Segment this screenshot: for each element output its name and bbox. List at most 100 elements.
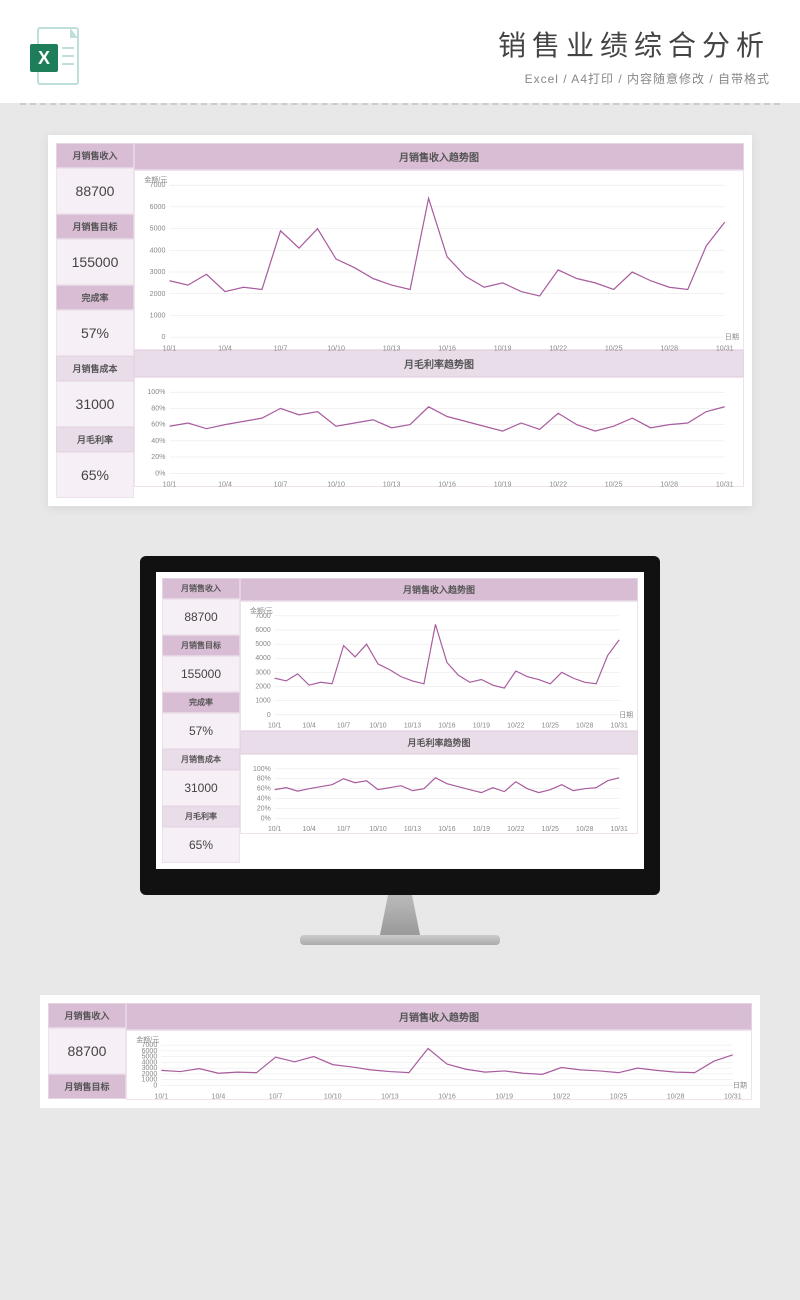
svg-text:10/31: 10/31 [724, 1093, 742, 1100]
svg-text:10/16: 10/16 [438, 1093, 456, 1100]
svg-text:6000: 6000 [150, 203, 166, 211]
svg-text:1000: 1000 [150, 311, 166, 319]
svg-text:10/13: 10/13 [404, 826, 421, 833]
monthly-target-value: 155000 [56, 239, 134, 285]
dashboard-monitor: 月销售收入88700月销售目标155000完成率57%月销售成本31000月毛利… [162, 578, 638, 863]
svg-text:10/25: 10/25 [542, 826, 559, 833]
svg-text:0: 0 [161, 333, 165, 341]
svg-text:20%: 20% [151, 453, 166, 461]
svg-text:10/13: 10/13 [383, 344, 401, 352]
svg-text:10/13: 10/13 [404, 723, 421, 730]
svg-text:10/10: 10/10 [327, 480, 345, 488]
svg-text:10/7: 10/7 [337, 723, 351, 730]
svg-text:10/31: 10/31 [611, 723, 628, 730]
dashboard-preview-card: 月销售收入88700月销售目标155000完成率57%月销售成本31000月毛利… [48, 135, 752, 506]
header-divider [20, 103, 780, 105]
completion-rate-label: 完成率 [162, 692, 240, 713]
svg-text:10/25: 10/25 [605, 344, 623, 352]
svg-text:10/28: 10/28 [576, 826, 593, 833]
svg-text:3000: 3000 [255, 669, 271, 676]
svg-text:10/13: 10/13 [381, 1093, 399, 1100]
chart2-title: 月毛利率趋势图 [134, 350, 744, 377]
monthly-revenue-label: 月销售收入 [162, 578, 240, 599]
svg-text:2000: 2000 [255, 684, 271, 691]
chart1-title: 月销售收入趋势图 [126, 1003, 752, 1030]
page-subtitle: Excel / A4打印 / 内容随意修改 / 自带格式 [98, 70, 770, 87]
gross-margin-label: 月毛利率 [56, 427, 134, 452]
gross-margin-label: 月毛利率 [162, 806, 240, 827]
svg-text:4000: 4000 [255, 655, 271, 662]
svg-text:10/7: 10/7 [337, 826, 351, 833]
completion-rate-label: 完成率 [56, 285, 134, 310]
monthly-target-label: 月销售目标 [56, 214, 134, 239]
metrics-sidebar: 月销售收入88700月销售目标155000完成率57%月销售成本31000月毛利… [56, 143, 134, 498]
gross-margin-value: 65% [56, 452, 134, 498]
svg-text:10/1: 10/1 [268, 826, 282, 833]
svg-text:10/7: 10/7 [274, 344, 288, 352]
svg-text:10/22: 10/22 [553, 1093, 571, 1100]
monthly-cost-value: 31000 [56, 381, 134, 427]
svg-text:6000: 6000 [255, 627, 271, 634]
dashboard-preview-cropped: 月销售收入88700月销售目标月销售收入趋势图01000200030004000… [40, 995, 760, 1108]
svg-text:40%: 40% [151, 437, 166, 445]
svg-text:10/16: 10/16 [438, 826, 455, 833]
excel-icon: X [30, 26, 80, 86]
chart1-title: 月销售收入趋势图 [240, 578, 638, 601]
svg-text:1000: 1000 [255, 698, 271, 705]
chart1-body: 0100020003000400050006000700010/110/410/… [126, 1030, 752, 1100]
svg-text:5000: 5000 [255, 641, 271, 648]
svg-text:10/16: 10/16 [438, 723, 455, 730]
svg-text:10/10: 10/10 [324, 1093, 342, 1100]
svg-text:5000: 5000 [150, 225, 166, 233]
svg-text:10/25: 10/25 [610, 1093, 628, 1100]
svg-text:日期: 日期 [619, 711, 633, 719]
page-header: X 销售业绩综合分析 Excel / A4打印 / 内容随意修改 / 自带格式 [0, 0, 800, 103]
metrics-sidebar: 月销售收入88700月销售目标155000完成率57%月销售成本31000月毛利… [162, 578, 240, 863]
svg-text:10/28: 10/28 [660, 480, 678, 488]
svg-text:10/4: 10/4 [218, 480, 232, 488]
svg-text:10/10: 10/10 [369, 723, 386, 730]
monthly-target-value: 155000 [162, 656, 240, 692]
svg-text:10/1: 10/1 [163, 344, 177, 352]
svg-text:10/22: 10/22 [549, 344, 567, 352]
svg-text:10/22: 10/22 [507, 826, 524, 833]
svg-text:0: 0 [267, 712, 271, 719]
svg-text:100%: 100% [147, 388, 166, 396]
svg-text:10/10: 10/10 [327, 344, 345, 352]
svg-text:10/31: 10/31 [716, 344, 734, 352]
charts-area: 月销售收入趋势图0100020003000400050006000700010/… [134, 143, 744, 498]
monthly-cost-label: 月销售成本 [56, 356, 134, 381]
monthly-revenue-value: 88700 [48, 1028, 126, 1074]
svg-text:10/16: 10/16 [438, 480, 456, 488]
monthly-target-label: 月销售目标 [48, 1074, 126, 1099]
completion-rate-value: 57% [162, 713, 240, 749]
svg-text:10/19: 10/19 [494, 480, 512, 488]
chart1-title: 月销售收入趋势图 [134, 143, 744, 170]
svg-text:10/4: 10/4 [212, 1093, 226, 1100]
charts-area: 月销售收入趋势图0100020003000400050006000700010/… [240, 578, 638, 863]
svg-text:4000: 4000 [150, 246, 166, 254]
svg-text:0%: 0% [261, 815, 271, 822]
monthly-cost-label: 月销售成本 [162, 749, 240, 770]
monthly-target-label: 月销售目标 [162, 635, 240, 656]
svg-text:10/28: 10/28 [660, 344, 678, 352]
svg-text:10/4: 10/4 [302, 826, 316, 833]
svg-text:10/28: 10/28 [576, 723, 593, 730]
page-title: 销售业绩综合分析 [98, 24, 770, 64]
svg-text:10/13: 10/13 [383, 480, 401, 488]
monthly-revenue-label: 月销售收入 [56, 143, 134, 168]
svg-text:10/19: 10/19 [495, 1093, 513, 1100]
svg-text:80%: 80% [257, 776, 271, 783]
svg-text:10/25: 10/25 [605, 480, 623, 488]
svg-text:10/19: 10/19 [473, 723, 490, 730]
svg-text:10/7: 10/7 [274, 480, 288, 488]
monitor-base [300, 935, 500, 945]
svg-text:10/4: 10/4 [302, 723, 316, 730]
chart2-title: 月毛利率趋势图 [240, 731, 638, 754]
svg-text:60%: 60% [257, 786, 271, 793]
svg-text:0%: 0% [155, 469, 166, 477]
gross-margin-value: 65% [162, 827, 240, 863]
svg-text:10/25: 10/25 [542, 723, 559, 730]
svg-text:40%: 40% [257, 796, 271, 803]
svg-text:10/22: 10/22 [549, 480, 567, 488]
